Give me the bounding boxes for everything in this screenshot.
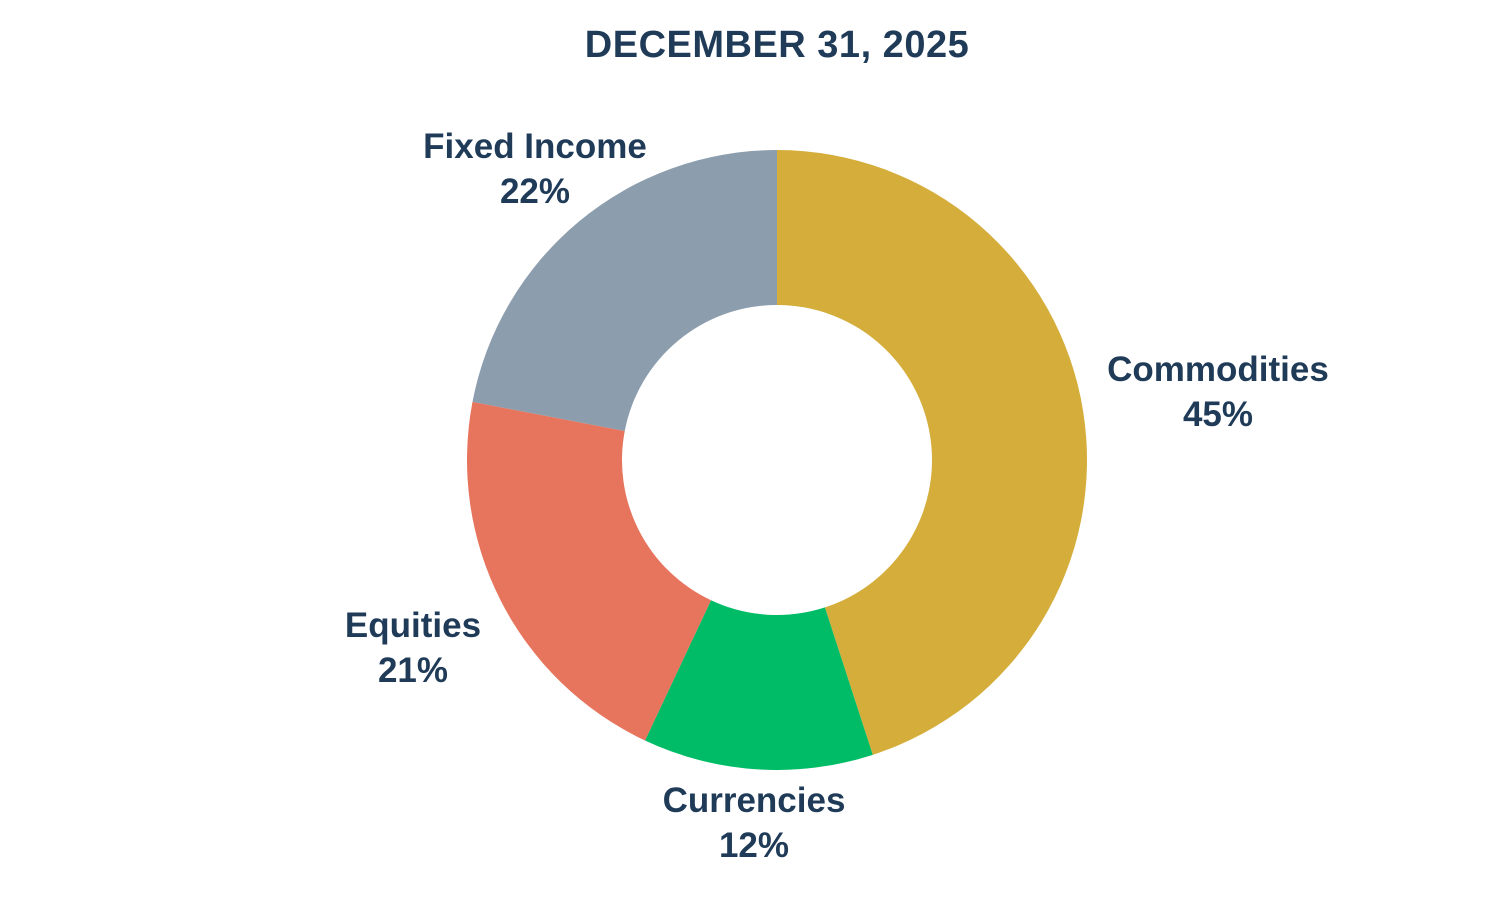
donut-svg bbox=[467, 150, 1087, 770]
donut-segment-commodities bbox=[777, 150, 1087, 755]
label-currencies: Currencies 12% bbox=[663, 779, 846, 869]
donut-segment-fixed-income bbox=[472, 150, 777, 431]
label-currencies-value: 12% bbox=[718, 826, 790, 865]
donut-segment-equities bbox=[467, 401, 712, 741]
label-commodities: Commodities 45% bbox=[1107, 348, 1329, 438]
label-fixed-income-name: Fixed Income bbox=[423, 127, 647, 167]
chart-title: DECEMBER 31, 2025 bbox=[584, 24, 970, 66]
label-commodities-name: Commodities bbox=[1107, 350, 1329, 390]
label-fixed-income-value: 22% bbox=[499, 172, 571, 211]
label-equities-name: Equities bbox=[344, 606, 482, 646]
label-currencies-name: Currencies bbox=[662, 781, 846, 821]
label-equities-value: 21% bbox=[377, 651, 449, 690]
donut-segment-currencies bbox=[645, 600, 873, 770]
label-fixed-income: Fixed Income 22% bbox=[423, 125, 647, 215]
label-commodities-value: 45% bbox=[1182, 395, 1254, 434]
donut-chart bbox=[467, 150, 1087, 770]
label-equities: Equities 21% bbox=[345, 604, 481, 694]
